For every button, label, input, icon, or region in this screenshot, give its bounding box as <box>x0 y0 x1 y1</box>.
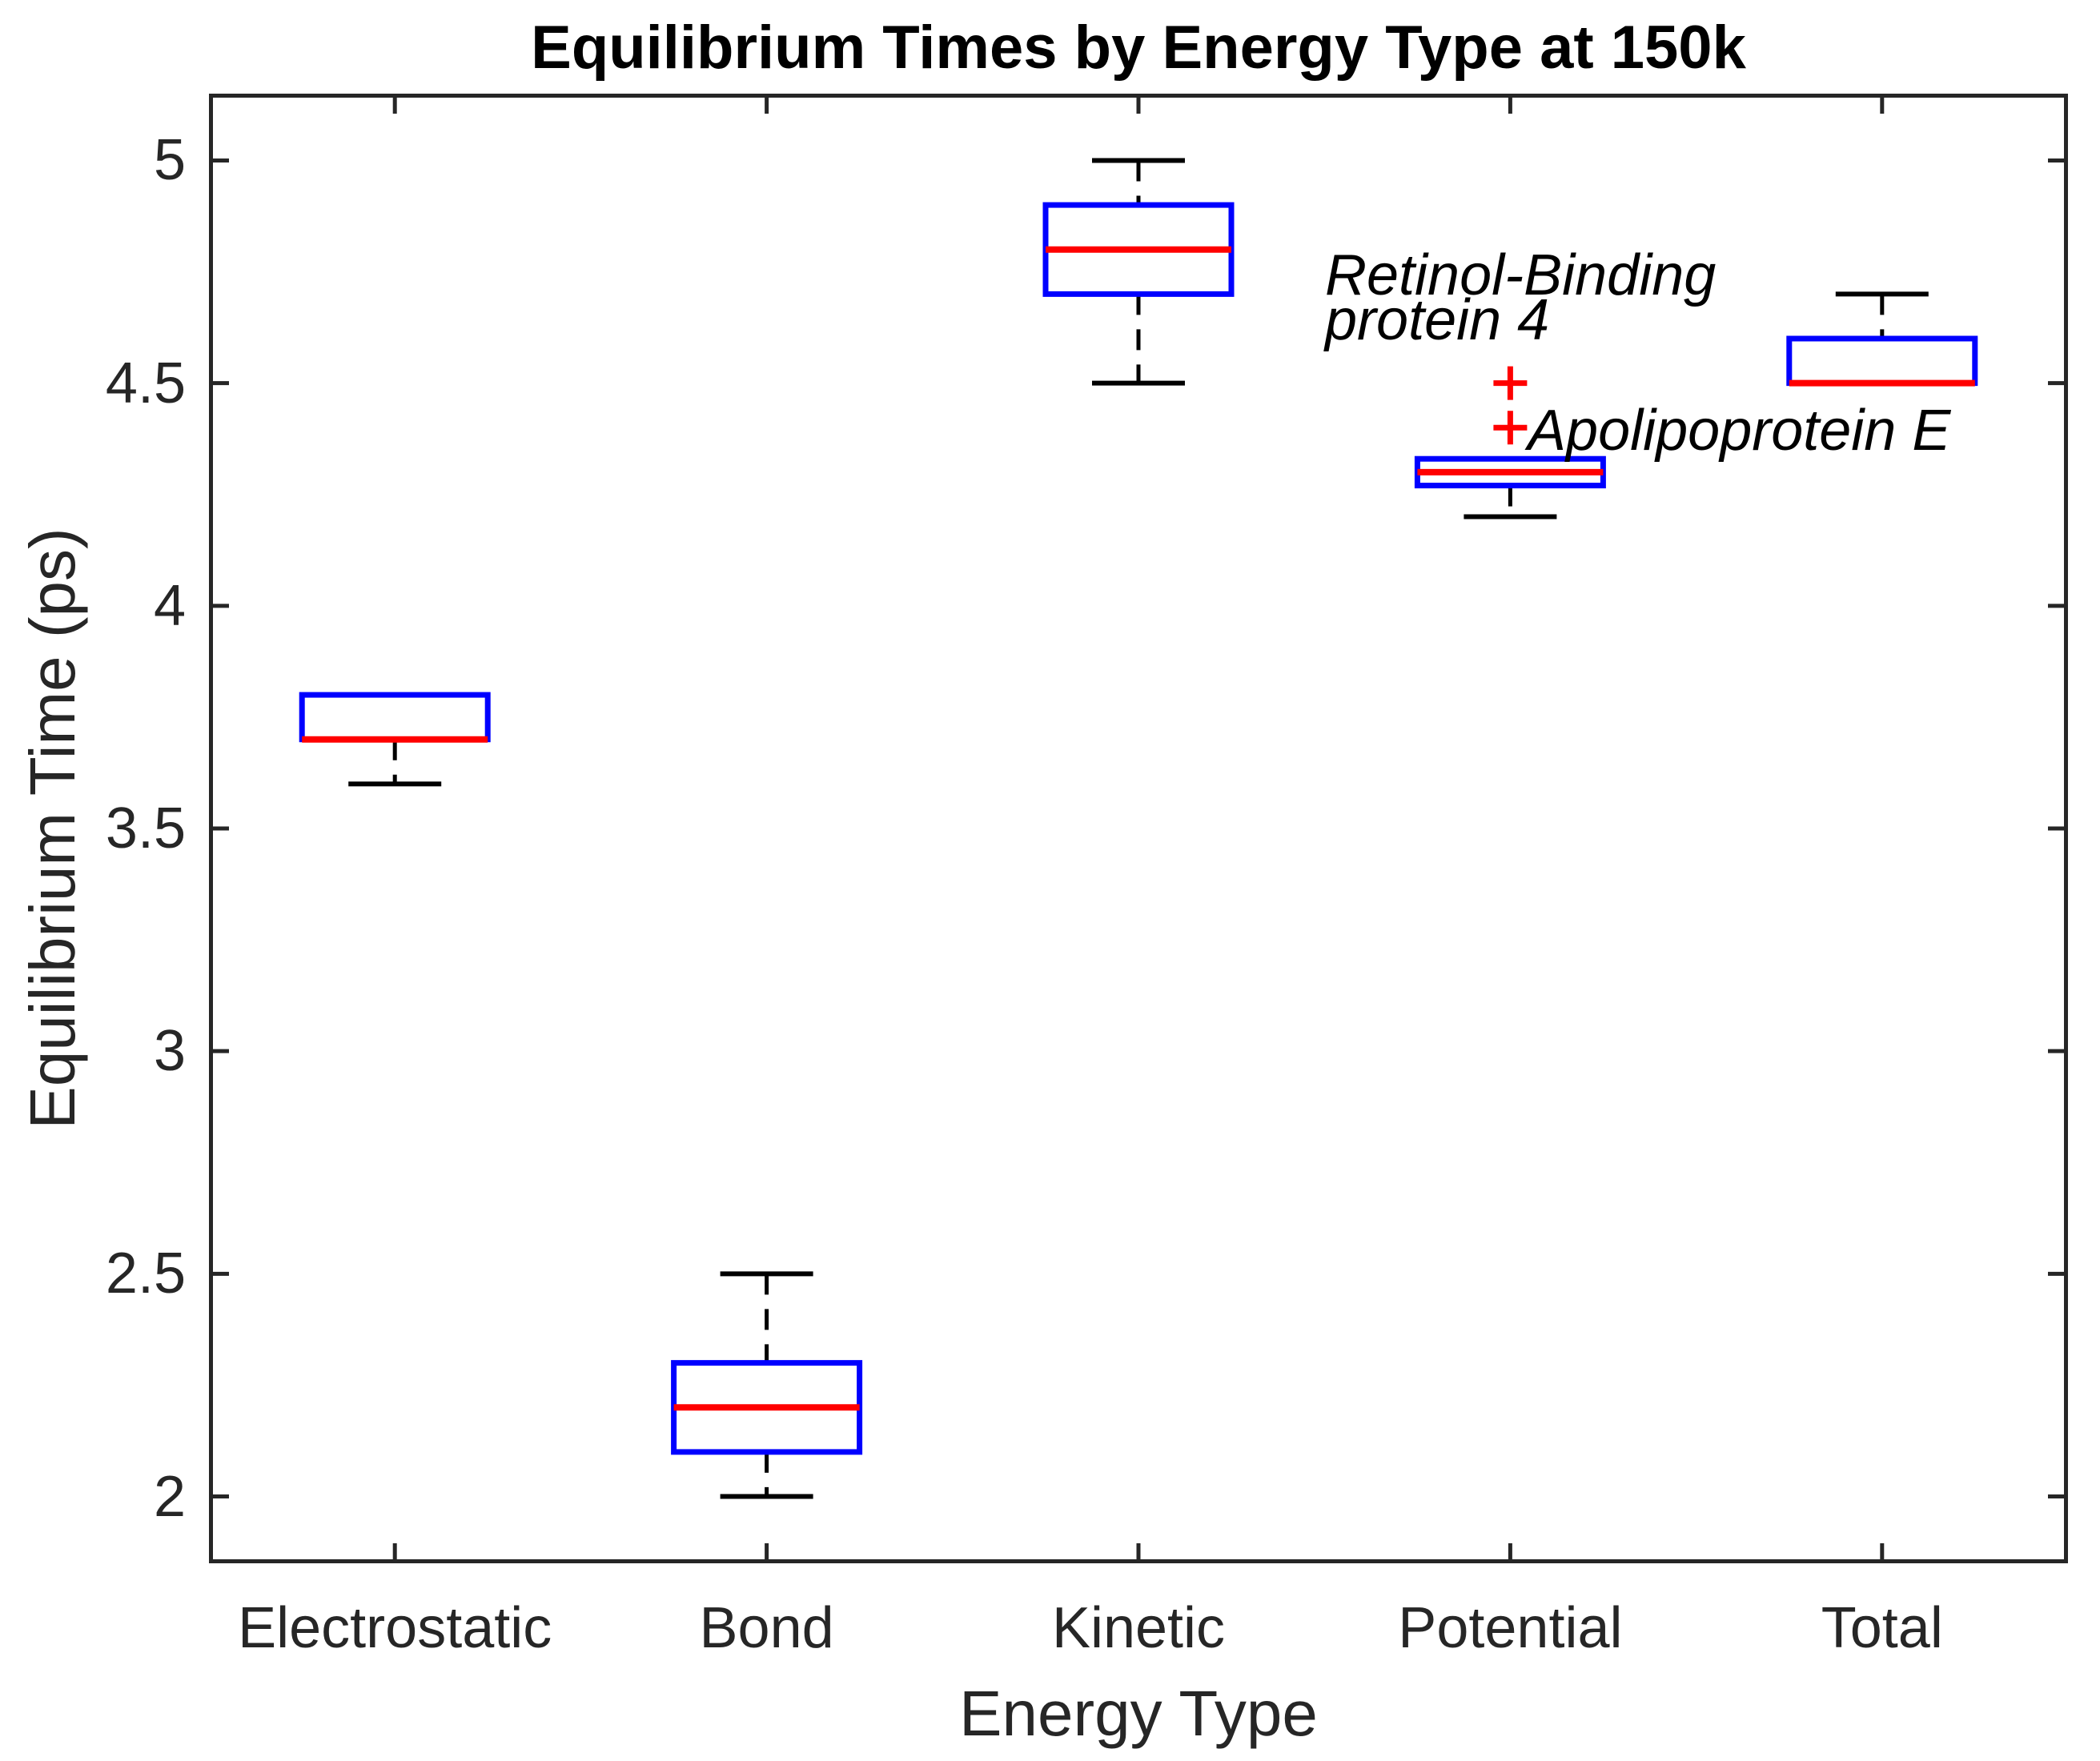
x-tick-label-kinetic: Kinetic <box>1051 1596 1226 1660</box>
annotation-apolipoprotein-e: Apolipoprotein E <box>1528 399 1951 463</box>
plot-area <box>209 94 2068 1563</box>
x-tick-label-potential: Potential <box>1398 1596 1623 1660</box>
x-tick-label-electrostatic: Electrostatic <box>238 1596 552 1660</box>
axis-box <box>209 94 2068 1563</box>
y-tick-label: 3.5 <box>105 796 186 860</box>
y-tick-label: 3 <box>153 1019 186 1084</box>
x-tick-label-total: Total <box>1821 1596 1943 1660</box>
box-total <box>1786 335 1978 387</box>
y-tick-label: 2 <box>153 1464 186 1529</box>
chart-title: Equilibrium Times by Energy Type at 150k <box>531 14 1746 82</box>
y-tick-label: 2.5 <box>105 1242 186 1306</box>
boxplot-canvas <box>209 94 2068 1563</box>
x-axis-label: Energy Type <box>959 1678 1318 1749</box>
annotation-retinol-binding-protein-4: Retinol-Binding protein 4 <box>1325 243 1717 352</box>
box-electrostatic <box>299 692 491 743</box>
y-tick-label: 5 <box>153 128 186 193</box>
y-tick-label: 4 <box>153 573 186 638</box>
x-tick-label-bond: Bond <box>699 1596 834 1660</box>
y-tick-label: 4.5 <box>105 351 186 415</box>
